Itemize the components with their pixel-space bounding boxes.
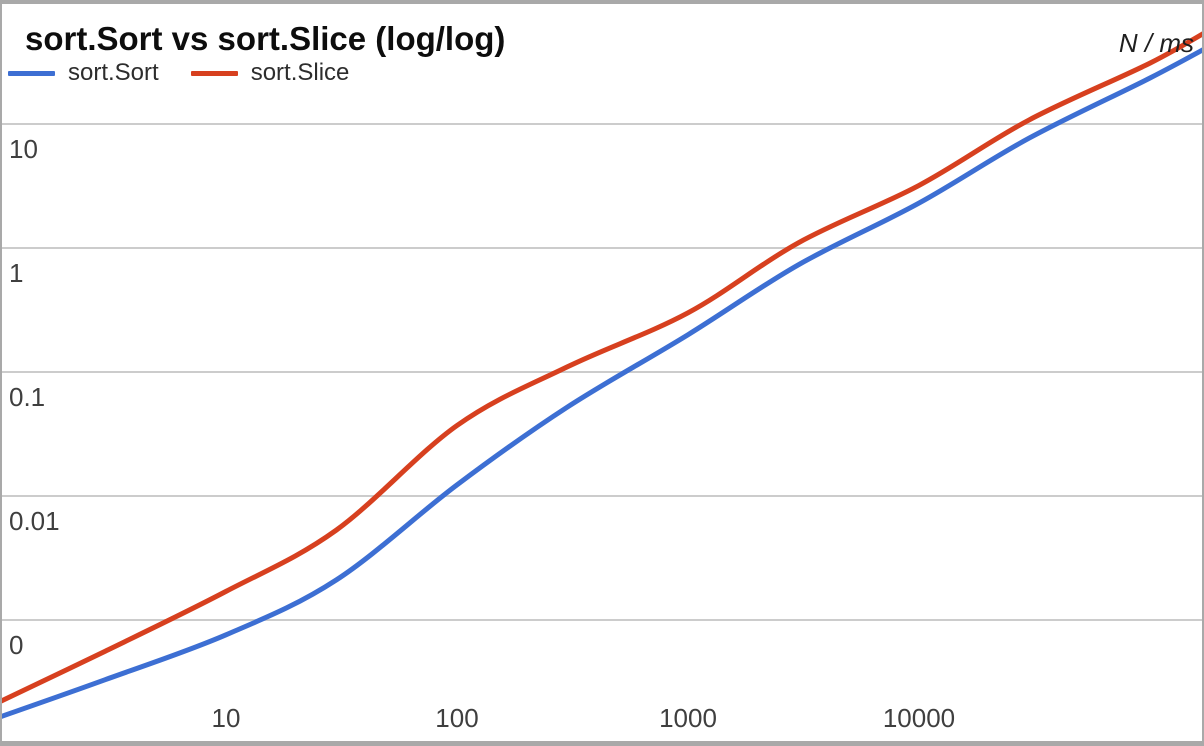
series-lines: [0, 24, 1204, 720]
y-tick-label: 1: [9, 258, 24, 288]
page-title: sort.Sort vs sort.Slice (log/log): [25, 20, 506, 57]
legend-item-sort-slice[interactable]: sort.Slice: [190, 58, 350, 88]
x-tick-label: 10000: [882, 703, 956, 733]
series-line-sort-sort[interactable]: [0, 41, 1204, 720]
line-swatch-icon: [190, 70, 238, 76]
y-tick-label: 10: [9, 134, 38, 164]
x-tick-label: 1000: [659, 703, 717, 733]
line-swatch-icon: [8, 70, 55, 76]
x-tick-label: 100: [435, 703, 479, 733]
y-tick-label: 0.1: [9, 382, 46, 412]
x-tick-label: 10: [211, 703, 241, 733]
y-axis-unit-label: N / ms: [1118, 28, 1194, 58]
y-tick-label: 0.01: [9, 506, 60, 536]
legend-label: sort.Sort: [68, 59, 159, 86]
series-line-sort-slice[interactable]: [0, 24, 1204, 705]
legend: sort.Sort sort.Slice: [8, 58, 349, 88]
y-tick-label: 0: [9, 630, 24, 660]
legend-label: sort.Slice: [250, 59, 350, 86]
legend-item-sort-sort[interactable]: sort.Sort: [8, 58, 159, 88]
gridlines: [0, 123, 1204, 621]
